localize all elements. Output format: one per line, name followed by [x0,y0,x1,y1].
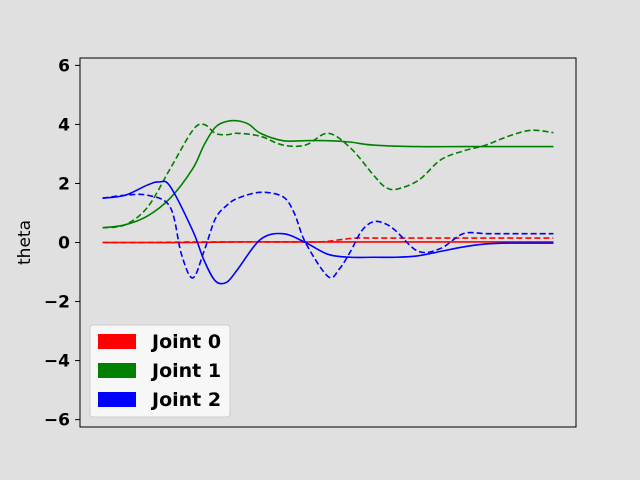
legend: Joint 0 Joint 1 Joint 2 [89,324,231,418]
y-tick-label: −4 [44,352,70,372]
y-tick-label: 2 [58,174,70,194]
y-tick-label: 0 [58,234,70,254]
legend-swatch [98,334,136,349]
series-lines [102,119,554,285]
series-line-joint-2-dashed [102,191,554,279]
y-tick-label: 4 [58,115,70,135]
legend-label: Joint 1 [150,360,221,382]
legend-swatch [98,363,136,378]
legend-swatch [98,392,136,407]
series-line-joint-0-dashed [102,237,554,244]
y-tick-label: −2 [44,293,70,313]
y-axis-label: theta [15,220,35,265]
legend-label: Joint 0 [150,331,221,353]
series-line-joint-2-solid [102,180,554,285]
plot-frame [79,57,577,428]
series-line-joint-1-solid [102,119,554,229]
y-tick-label: 6 [58,56,70,76]
series-line-joint-1-dashed [102,123,554,229]
y-tick-label: −6 [44,411,70,431]
legend-label: Joint 2 [150,389,221,411]
y-axis-ticks: 6 4 2 0 −2 −4 −6 [44,56,80,431]
